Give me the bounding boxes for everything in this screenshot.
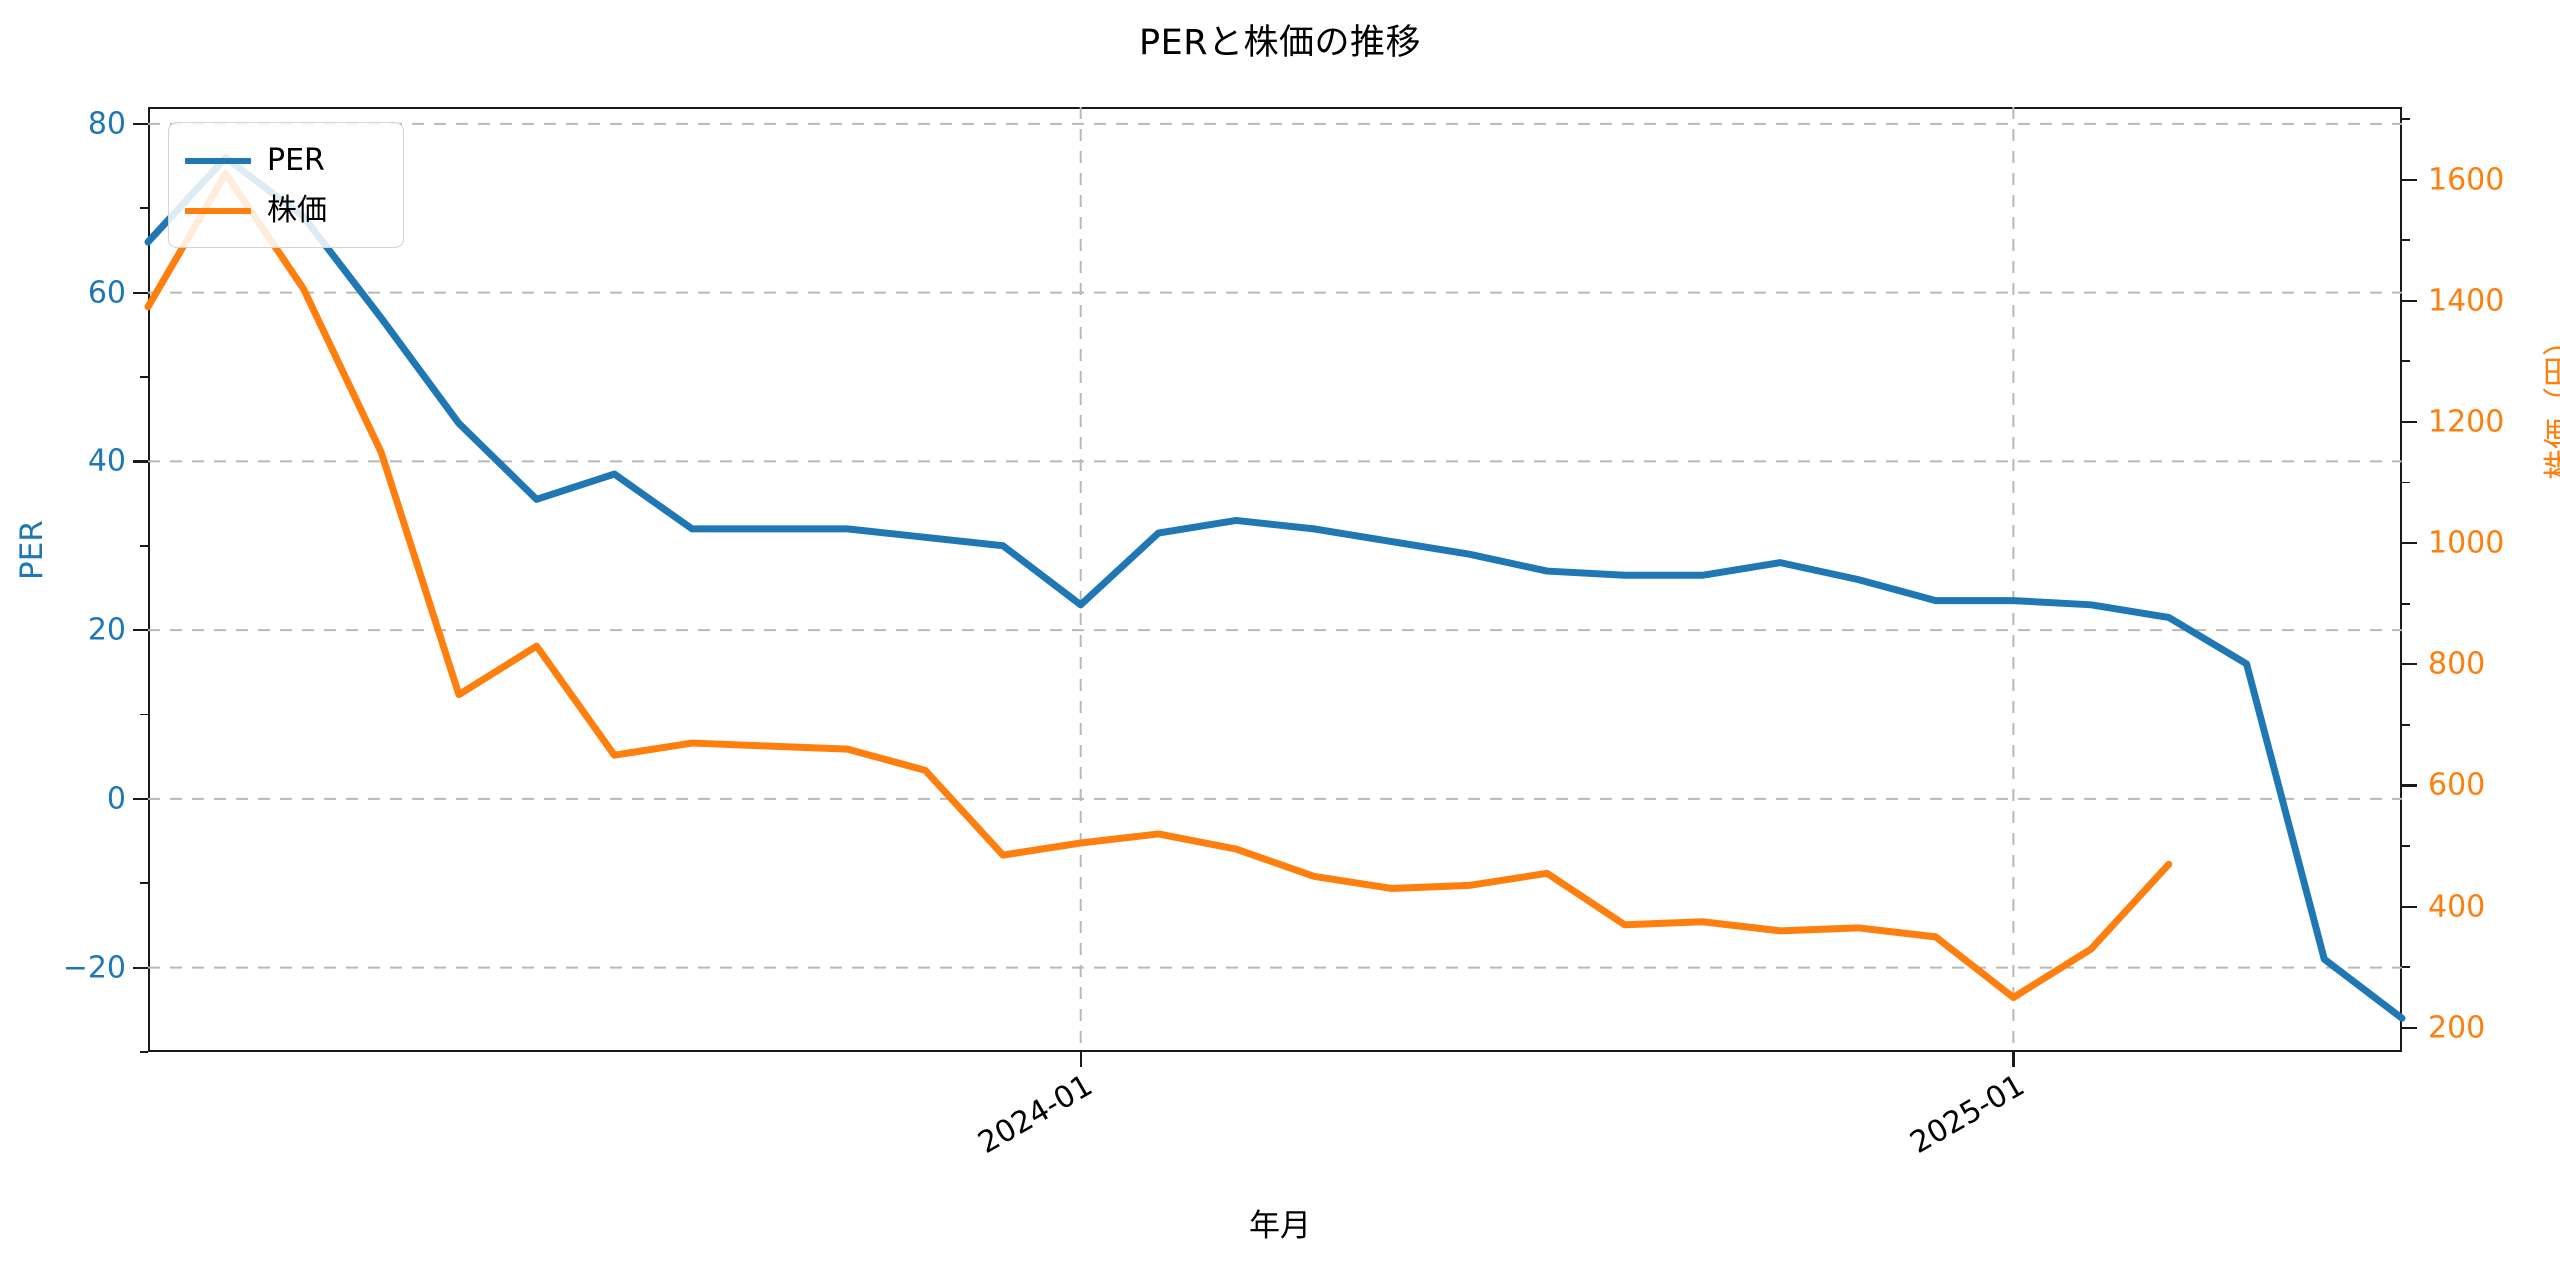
y-axis-left-tick-mark [133, 122, 148, 126]
x-axis-tick-label: 2024-01 [972, 1068, 1099, 1161]
y-axis-left-tick-label: 40 [87, 443, 126, 479]
y-axis-right-tick-label: 1200 [2428, 404, 2505, 440]
legend-label-per: PER [267, 143, 325, 178]
y-axis-left-tick-mark [133, 460, 148, 463]
y-axis-right-minor-tick [2402, 481, 2410, 484]
y-axis-right-minor-tick [2402, 845, 2410, 847]
y-axis-right-tick-mark [2402, 905, 2417, 908]
y-axis-left-minor-tick [140, 207, 148, 210]
y-axis-left-tick-label: 60 [87, 275, 126, 311]
x-axis-tick-mark [2012, 1052, 2015, 1067]
y-axis-right-minor-tick [2402, 118, 2410, 120]
y-axis-right-tick-label: 1400 [2428, 283, 2505, 319]
y-axis-right-tick-label: 200 [2428, 1010, 2486, 1046]
y-axis-right-minor-tick [2402, 966, 2410, 968]
y-axis-left-tick-label: 0 [106, 781, 126, 817]
series-line-per [144, 154, 2406, 1022]
y-axis-left-minor-tick [140, 376, 148, 378]
y-axis-left-minor-tick [140, 713, 148, 716]
y-axis-right-tick-mark [2402, 663, 2417, 666]
chart-lines-layer [144, 107, 2406, 1052]
y-axis-right-tick-label: 600 [2428, 767, 2486, 803]
series-line-kabuka [144, 170, 2173, 1001]
y-axis-right-minor-tick [2402, 360, 2410, 363]
y-axis-left-tick-mark [133, 797, 148, 801]
x-axis-label: 年月 [1249, 1208, 1311, 1244]
legend-label-kabuka: 株価 [267, 193, 327, 228]
y-axis-right-tick-mark [2402, 421, 2417, 424]
y-axis-right-tick-mark [2402, 178, 2417, 181]
y-axis-left-tick-label: 20 [87, 612, 126, 648]
y-axis-left-minor-tick [140, 1051, 148, 1053]
x-axis-tick-mark [1079, 1052, 1082, 1067]
y-axis-right-label: 株価（円） [2542, 325, 2560, 480]
chart-legend: PER 株価 [168, 122, 404, 248]
y-axis-right-tick-label: 1000 [2428, 525, 2505, 561]
y-axis-right-tick-label: 400 [2428, 889, 2486, 925]
y-axis-right-minor-tick [2402, 723, 2410, 726]
y-axis-left-tick-label: 80 [87, 106, 126, 142]
x-axis-tick-label: 2025-01 [1904, 1068, 2031, 1161]
y-axis-right-tick-mark [2402, 299, 2417, 303]
y-axis-right-tick-label: 800 [2428, 646, 2486, 682]
y-axis-left-minor-tick [140, 882, 148, 885]
y-axis-left-tick-mark [133, 966, 148, 969]
legend-swatch-per [185, 158, 251, 164]
legend-item-kabuka: 株価 [169, 186, 403, 236]
legend-swatch-kabuka [185, 208, 251, 214]
y-axis-left-label: PER [14, 520, 50, 580]
y-axis-left-tick-mark [133, 291, 148, 294]
plot-area [148, 107, 2402, 1052]
gridlines [148, 107, 2402, 1052]
y-axis-left-minor-tick [140, 544, 148, 547]
y-axis-right-minor-tick [2402, 239, 2410, 242]
y-axis-left-tick-mark [133, 629, 148, 632]
page-title: PERと株価の推移 [1138, 23, 1422, 63]
y-axis-right-tick-mark [2402, 784, 2417, 787]
y-axis-right-tick-mark [2402, 1026, 2417, 1029]
y-axis-right-tick-mark [2402, 542, 2417, 545]
y-axis-right-minor-tick [2402, 602, 2410, 605]
legend-item-per: PER [169, 136, 403, 186]
y-axis-right-tick-label: 1600 [2428, 162, 2505, 198]
y-axis-left-tick-label: −20 [62, 950, 126, 986]
data-series-layer [144, 154, 2406, 1022]
